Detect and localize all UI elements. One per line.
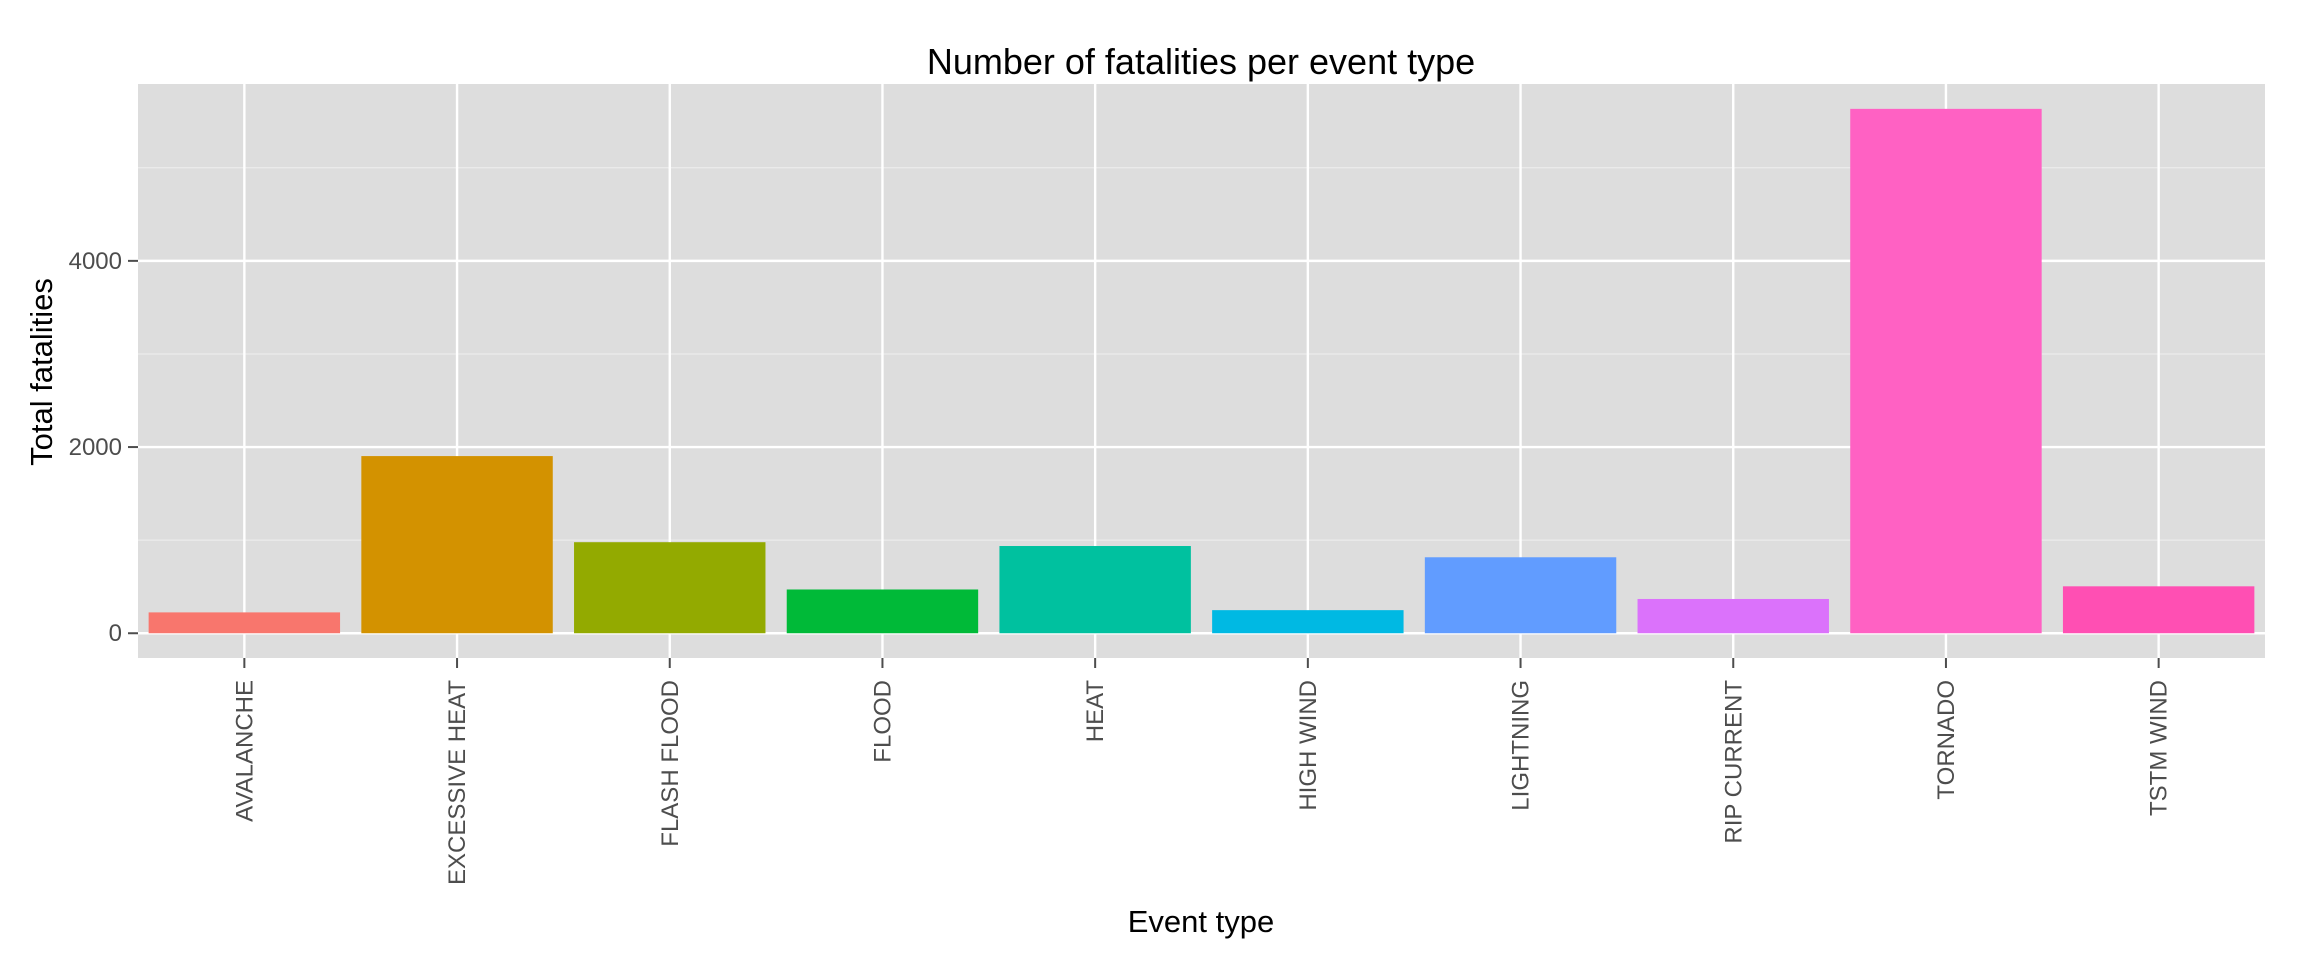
- bar: [574, 542, 766, 634]
- bar: [1850, 108, 2042, 634]
- bar: [361, 456, 553, 634]
- x-tick-label: HEAT: [1082, 680, 1109, 743]
- x-tick-label: HIGH WIND: [1295, 680, 1322, 811]
- x-tick-label: TORNADO: [1933, 680, 1960, 800]
- bar: [786, 589, 979, 634]
- bar: [1212, 610, 1404, 634]
- bar: [999, 546, 1191, 634]
- x-tick-label: AVALANCHE: [231, 680, 258, 822]
- bars-group: [148, 108, 2255, 634]
- bar: [148, 612, 341, 634]
- x-tick-label: TSTM WIND: [2146, 680, 2173, 816]
- x-axis-title: Event type: [1128, 904, 1274, 939]
- x-axis-ticks: AVALANCHE EXCESSIVE HEAT FLASH FLOOD FLOOD H…: [231, 658, 2173, 885]
- bar: [1424, 557, 1617, 634]
- y-axis-ticks: 0 2000 4000: [69, 248, 138, 647]
- chart-title: Number of fatalities per event type: [927, 41, 1475, 82]
- x-tick-label: LIGHTNING: [1508, 680, 1535, 811]
- bar: [1637, 598, 1829, 634]
- bar: [2062, 586, 2255, 634]
- x-tick-label: FLOOD: [869, 680, 896, 763]
- x-tick-label: EXCESSIVE HEAT: [444, 680, 471, 885]
- y-tick-label: 2000: [69, 434, 122, 461]
- y-tick-label: 0: [109, 620, 122, 647]
- y-axis-title: Total fatalities: [24, 278, 59, 466]
- x-tick-label: RIP CURRENT: [1720, 680, 1747, 844]
- y-tick-label: 4000: [69, 248, 122, 275]
- x-tick-label: FLASH FLOOD: [657, 680, 684, 847]
